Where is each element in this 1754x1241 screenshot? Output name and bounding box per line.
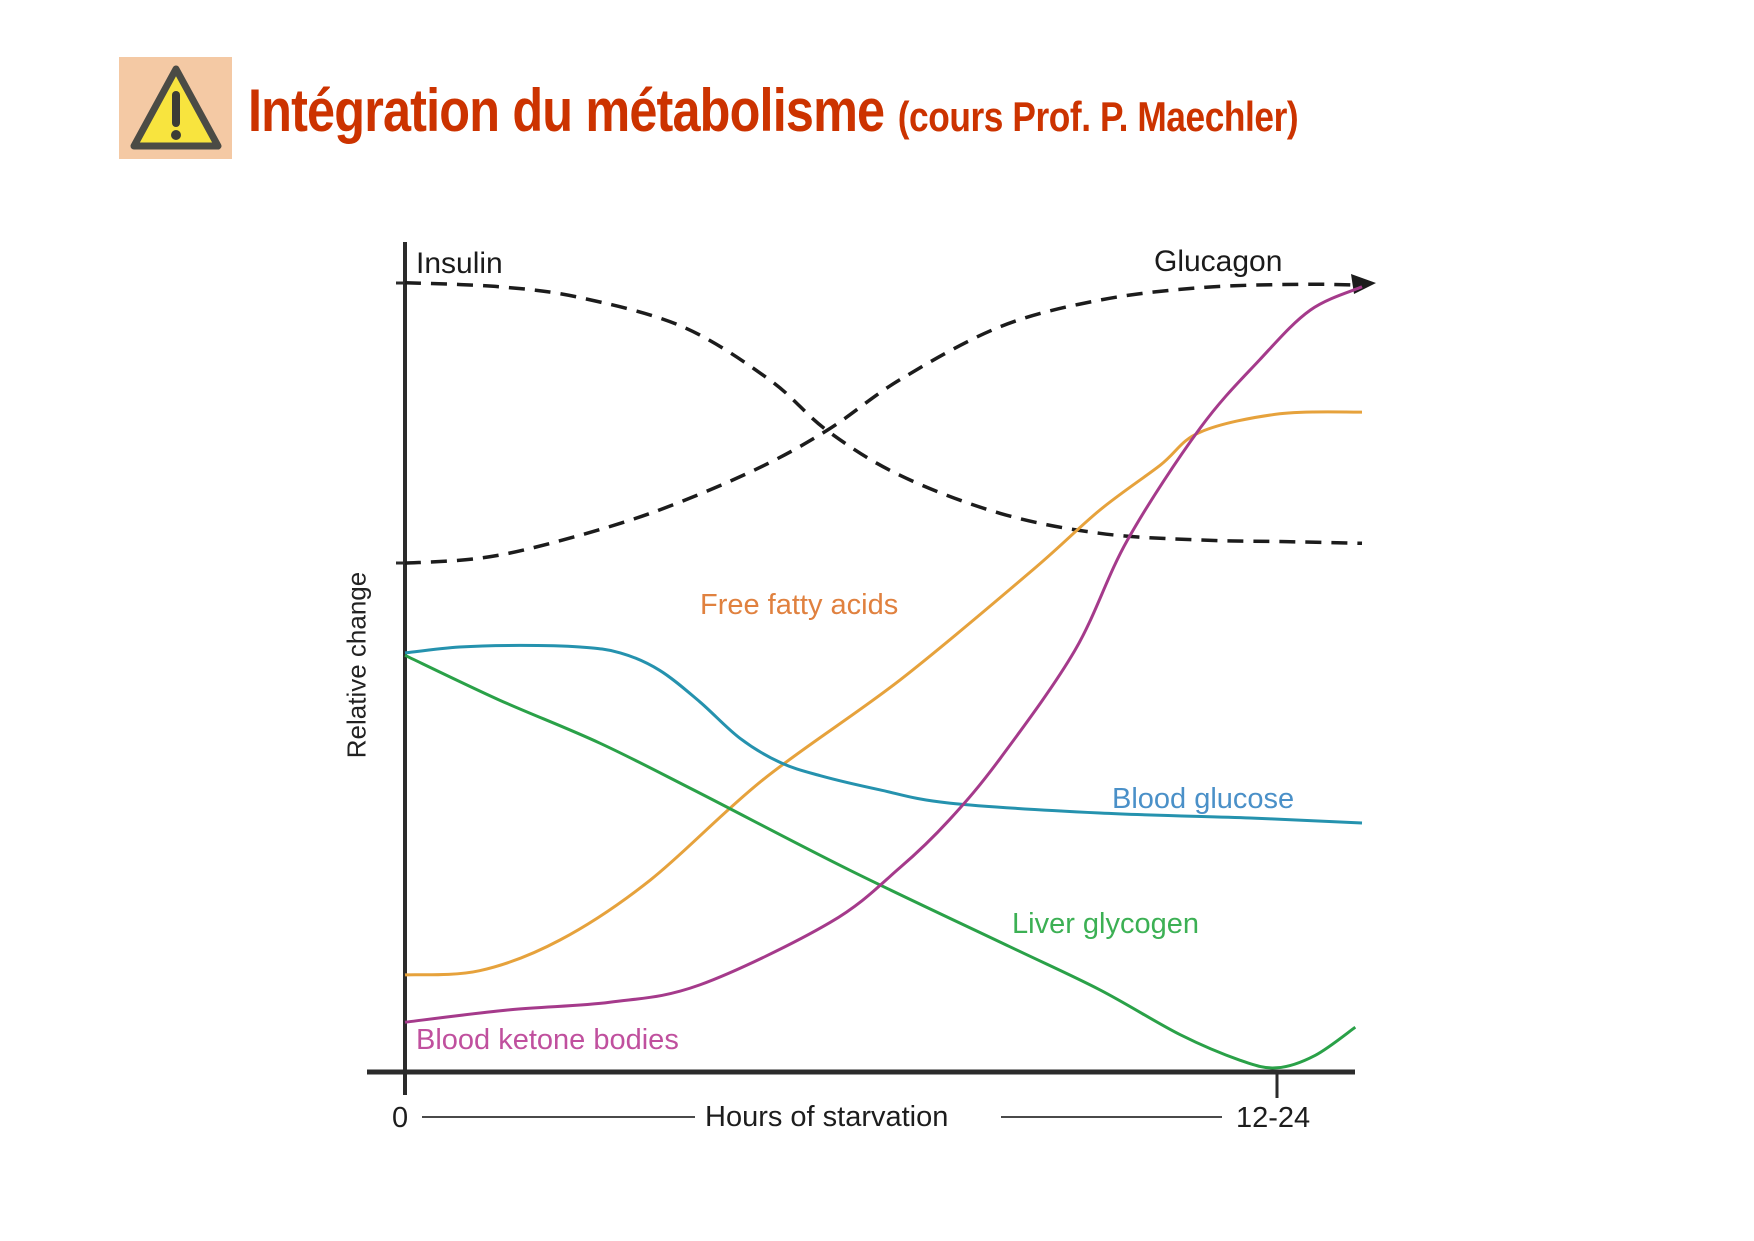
- series-label-insulin: Insulin: [416, 247, 503, 280]
- series-label-free-fatty-acids: Free fatty acids: [700, 589, 899, 621]
- curve-liver-glycogen: [404, 653, 1357, 1070]
- curve-blood-ketone-bodies: [404, 285, 1363, 1024]
- warning-icon-box: [119, 57, 232, 159]
- curve-blood-glucose: [404, 643, 1363, 825]
- curve-free-fatty-acids: [404, 410, 1363, 977]
- curve-insulin: [404, 280, 1363, 546]
- x-tick-label-0: 0: [392, 1102, 409, 1134]
- warning-triangle-icon: [119, 57, 232, 159]
- curve-glucagon: [404, 282, 1363, 565]
- title-row: Intégration du métabolisme (cours Prof. …: [248, 76, 1299, 145]
- x-tick-label-12-24: 12-24: [1236, 1102, 1311, 1134]
- y-axis-title: Relative change: [341, 571, 372, 759]
- page-title: Intégration du métabolisme: [248, 77, 885, 144]
- curves-group: [404, 280, 1363, 1070]
- page-title-suffix: (cours Prof. P. Maechler): [897, 93, 1299, 140]
- series-label-glucagon: Glucagon: [1154, 245, 1283, 278]
- series-label-liver-glycogen: Liver glycogen: [1012, 908, 1199, 940]
- x-axis-title: Hours of starvation: [705, 1101, 949, 1133]
- series-label-blood-ketone-bodies: Blood ketone bodies: [416, 1024, 679, 1056]
- series-label-blood-glucose: Blood glucose: [1112, 783, 1295, 815]
- exclamation-dot: [171, 130, 181, 140]
